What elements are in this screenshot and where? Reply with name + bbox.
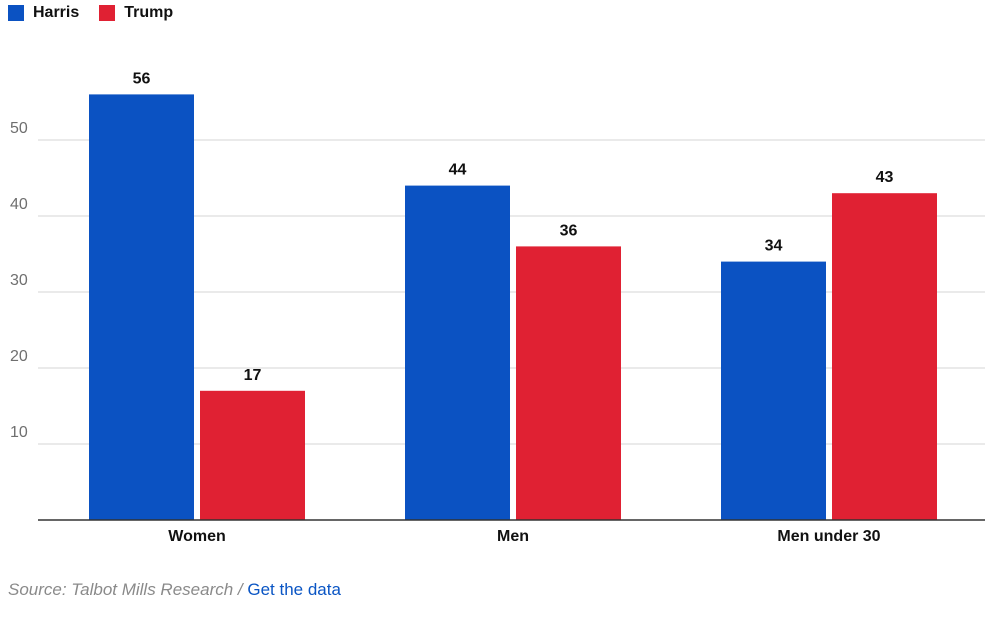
source-separator: / bbox=[233, 580, 248, 599]
legend-item-harris: Harris bbox=[8, 4, 79, 22]
get-the-data-link[interactable]: Get the data bbox=[247, 580, 341, 599]
data-label-trump-0: 17 bbox=[244, 367, 262, 384]
y-tick-label-50: 50 bbox=[10, 120, 28, 137]
source-line: Source: Talbot Mills Research / Get the … bbox=[8, 580, 341, 600]
legend-swatch-trump bbox=[99, 5, 116, 21]
bar-harris-1 bbox=[405, 185, 510, 520]
legend-item-trump: Trump bbox=[99, 4, 173, 22]
bar-harris-2 bbox=[721, 261, 826, 520]
y-tick-label-30: 30 bbox=[10, 272, 28, 289]
bar-chart: 10 20 30 40 50 56 17 Women 44 36 Men 34 43 Men under … bbox=[10, 70, 985, 545]
x-tick-label-0: Women bbox=[168, 528, 225, 545]
y-tick-label-20: 20 bbox=[10, 348, 28, 365]
bar-harris-0 bbox=[89, 94, 194, 521]
y-tick-label-10: 10 bbox=[10, 424, 28, 441]
legend-label-harris: Harris bbox=[33, 4, 80, 21]
bar-trump-0 bbox=[200, 390, 305, 520]
legend-swatch-harris bbox=[8, 5, 24, 21]
source-text: Source: Talbot Mills Research bbox=[8, 580, 234, 599]
data-label-harris-1: 44 bbox=[449, 162, 467, 179]
bar-trump-2 bbox=[832, 193, 937, 520]
bar-trump-1 bbox=[516, 246, 621, 520]
data-label-trump-2: 43 bbox=[876, 169, 894, 186]
legend-label-trump: Trump bbox=[124, 4, 174, 21]
data-label-harris-2: 34 bbox=[765, 238, 783, 255]
legend: Harris Trump bbox=[8, 2, 193, 24]
x-tick-label-1: Men bbox=[497, 528, 529, 545]
y-tick-label-40: 40 bbox=[10, 196, 28, 213]
data-label-harris-0: 56 bbox=[133, 70, 151, 87]
data-label-trump-1: 36 bbox=[560, 222, 578, 239]
x-tick-label-2: Men under 30 bbox=[777, 528, 880, 545]
